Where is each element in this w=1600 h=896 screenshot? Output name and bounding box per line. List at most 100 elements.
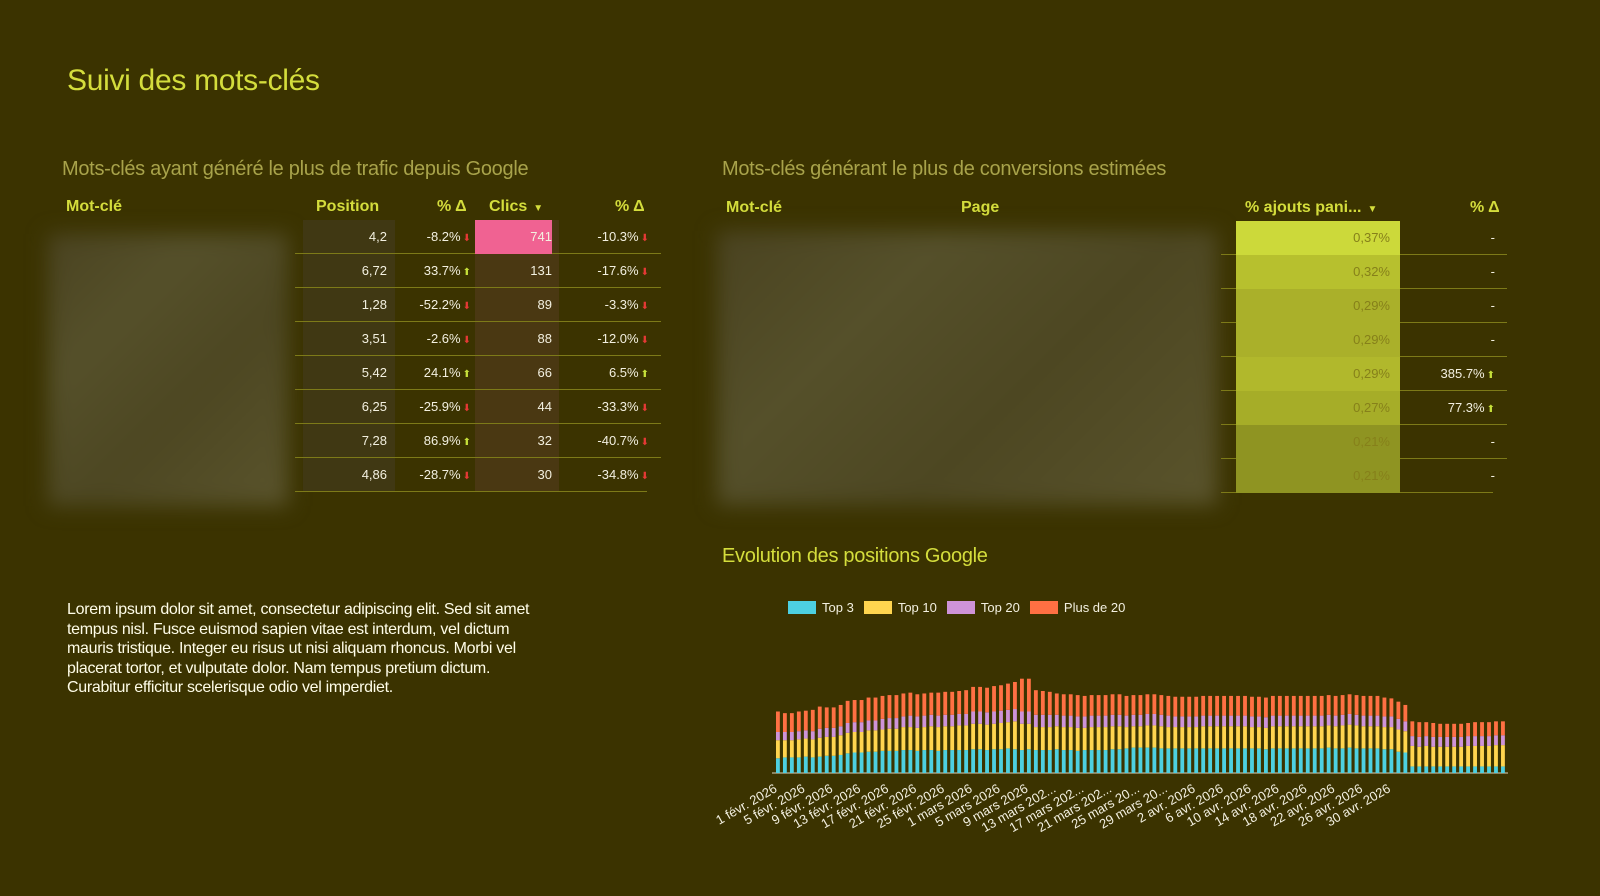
bar-segment[interactable] <box>1264 749 1268 773</box>
bar-segment[interactable] <box>950 691 955 715</box>
bar-segment[interactable] <box>1020 750 1024 773</box>
legend-item-top3[interactable]: Top 3 <box>788 600 854 615</box>
bar-segment[interactable] <box>1187 727 1192 749</box>
bar-segment[interactable] <box>1201 695 1206 716</box>
bar-segment[interactable] <box>1277 726 1282 749</box>
bar-segment[interactable] <box>985 750 989 773</box>
bar-segment[interactable] <box>1431 722 1436 737</box>
bar-segment[interactable] <box>1208 748 1213 773</box>
bar-segment[interactable] <box>1075 727 1080 751</box>
bar-segment[interactable] <box>1361 715 1366 727</box>
bar-segment[interactable] <box>1006 709 1010 723</box>
bar-segment[interactable] <box>1020 723 1024 751</box>
bar-segment[interactable] <box>1152 747 1157 773</box>
bar-segment[interactable] <box>1033 714 1038 728</box>
bar-segment[interactable] <box>1131 714 1136 727</box>
bar-segment[interactable] <box>796 757 801 773</box>
bar-segment[interactable] <box>776 740 780 759</box>
bar-segment[interactable] <box>873 720 878 731</box>
bar-segment[interactable] <box>831 755 836 773</box>
bar-segment[interactable] <box>1131 695 1136 715</box>
bar-segment[interactable] <box>964 725 969 751</box>
bar-segment[interactable] <box>1501 721 1505 736</box>
bar-segment[interactable] <box>1152 725 1157 748</box>
bar-segment[interactable] <box>1257 727 1261 749</box>
bar-segment[interactable] <box>1187 696 1192 717</box>
bar-segment[interactable] <box>943 750 948 773</box>
bar-segment[interactable] <box>1396 718 1401 730</box>
conv-header-page[interactable]: Page <box>961 199 1000 216</box>
bar-segment[interactable] <box>1354 714 1359 726</box>
bar-segment[interactable] <box>999 710 1003 723</box>
conv-header-keyword[interactable]: Mot-clé <box>726 199 782 216</box>
bar-segment[interactable] <box>1452 746 1457 767</box>
bar-segment[interactable] <box>782 732 787 741</box>
bar-segment[interactable] <box>852 732 857 753</box>
bar-segment[interactable] <box>1487 766 1491 773</box>
bar-segment[interactable] <box>1501 735 1505 746</box>
bar-segment[interactable] <box>1026 723 1031 750</box>
bar-segment[interactable] <box>1040 691 1045 715</box>
bar-segment[interactable] <box>817 756 822 773</box>
bar-segment[interactable] <box>1082 750 1087 773</box>
bar-segment[interactable] <box>1222 695 1227 716</box>
bar-segment[interactable] <box>1368 748 1373 773</box>
bar-segment[interactable] <box>838 735 843 755</box>
bar-segment[interactable] <box>950 714 955 727</box>
bar-segment[interactable] <box>1166 727 1171 749</box>
header-position-delta[interactable]: % Δ <box>437 198 467 215</box>
bar-segment[interactable] <box>1068 750 1073 773</box>
bar-segment[interactable] <box>1501 766 1505 773</box>
bar-segment[interactable] <box>859 722 864 732</box>
bar-segment[interactable] <box>1103 695 1108 716</box>
bar-segment[interactable] <box>1124 715 1129 728</box>
legend-item-top20[interactable]: Top 20 <box>946 600 1020 615</box>
bar-segment[interactable] <box>992 686 996 712</box>
bar-segment[interactable] <box>810 757 815 773</box>
bar-segment[interactable] <box>1396 701 1401 719</box>
bar-segment[interactable] <box>824 736 829 756</box>
conv-header-delta[interactable]: % Δ <box>1470 199 1500 216</box>
bar-segment[interactable] <box>1054 714 1059 727</box>
bar-segment[interactable] <box>1438 723 1443 737</box>
bar-segment[interactable] <box>776 732 780 741</box>
bar-segment[interactable] <box>929 750 934 773</box>
bar-segment[interactable] <box>1284 726 1289 749</box>
bar-segment[interactable] <box>1298 726 1303 749</box>
bar-segment[interactable] <box>880 729 885 751</box>
bar-segment[interactable] <box>1131 726 1136 748</box>
bar-segment[interactable] <box>908 715 913 728</box>
bar-segment[interactable] <box>1229 715 1233 727</box>
bar-segment[interactable] <box>971 686 976 712</box>
bar-segment[interactable] <box>1340 725 1345 749</box>
bar-segment[interactable] <box>1152 713 1157 726</box>
bar-segment[interactable] <box>1382 697 1387 717</box>
bar-segment[interactable] <box>859 732 864 753</box>
bar-segment[interactable] <box>1284 748 1289 773</box>
bar-segment[interactable] <box>838 726 843 736</box>
bar-segment[interactable] <box>1124 727 1129 749</box>
bar-segment[interactable] <box>1305 695 1310 716</box>
bar-segment[interactable] <box>1347 713 1352 725</box>
bar-segment[interactable] <box>1270 695 1275 716</box>
bar-segment[interactable] <box>1089 715 1094 728</box>
bar-segment[interactable] <box>1194 696 1199 717</box>
bar-segment[interactable] <box>1487 722 1491 737</box>
bar-segment[interactable] <box>1438 746 1443 767</box>
bar-segment[interactable] <box>915 694 920 717</box>
bar-segment[interactable] <box>1026 678 1031 712</box>
bar-segment[interactable] <box>999 685 1003 711</box>
table-row[interactable]: 0,37% - <box>1221 221 1507 255</box>
bar-segment[interactable] <box>1445 723 1450 737</box>
bar-segment[interactable] <box>776 711 780 733</box>
bar-segment[interactable] <box>985 724 989 751</box>
bar-segment[interactable] <box>1208 726 1213 749</box>
bar-segment[interactable] <box>1082 695 1087 717</box>
bar-segment[interactable] <box>1312 748 1317 773</box>
bar-segment[interactable] <box>852 752 857 774</box>
bar-segment[interactable] <box>1215 726 1220 749</box>
bar-segment[interactable] <box>1340 748 1345 773</box>
bar-segment[interactable] <box>1215 695 1220 716</box>
bar-segment[interactable] <box>1047 727 1052 751</box>
bar-segment[interactable] <box>1089 750 1094 773</box>
